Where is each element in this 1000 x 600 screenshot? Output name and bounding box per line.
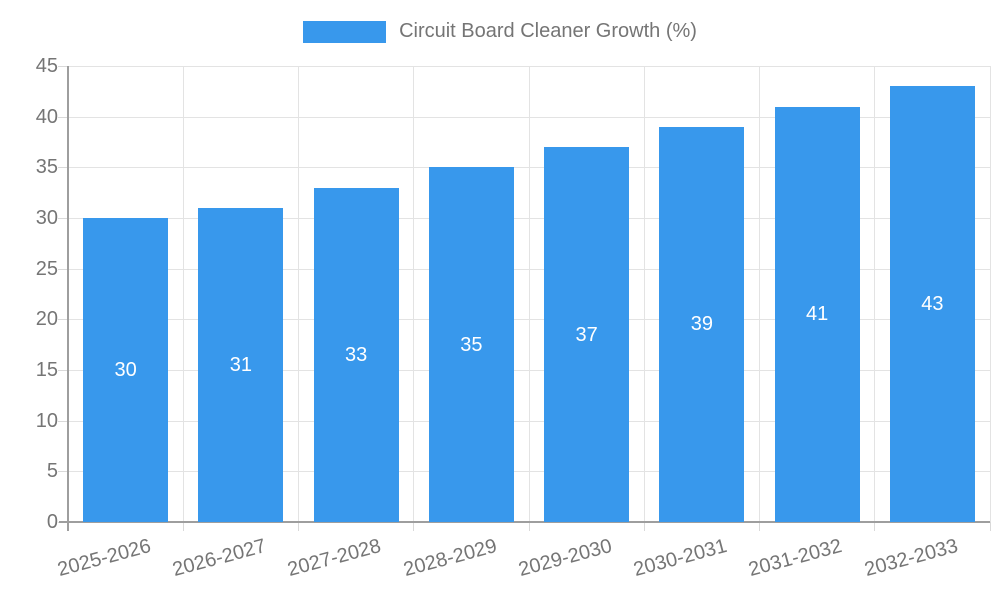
x-tick-label: 2026-2027 — [170, 535, 269, 582]
y-axis-tick — [58, 268, 68, 270]
gridline-vertical — [759, 66, 760, 522]
y-tick-label: 15 — [35, 359, 58, 381]
gridline-vertical — [182, 66, 184, 522]
bar-value-label: 41 — [806, 303, 829, 326]
x-axis-tick — [643, 522, 645, 531]
y-tick-label: 35 — [35, 156, 58, 179]
gridline-vertical — [298, 66, 299, 522]
y-axis-tick — [58, 319, 68, 321]
x-axis-tick — [528, 522, 530, 531]
x-tick-label: 2031-2032 — [746, 535, 845, 582]
x-axis-tick — [759, 522, 760, 531]
y-axis-tick — [58, 370, 68, 371]
y-tick-label: 45 — [35, 55, 58, 77]
y-tick-label: 20 — [35, 308, 58, 331]
y-tick-label: 10 — [35, 409, 58, 432]
gridline-vertical — [989, 66, 991, 522]
bar-value-label: 43 — [921, 293, 944, 316]
gridline-vertical — [413, 66, 415, 522]
y-tick-label: 5 — [46, 460, 58, 483]
bar-value-label: 33 — [345, 343, 368, 366]
x-axis-line — [59, 521, 990, 523]
x-axis-tick — [182, 522, 184, 531]
bar[interactable]: 41 — [774, 106, 860, 522]
y-tick-label: 30 — [35, 207, 58, 229]
x-axis-tick — [298, 522, 299, 531]
bar[interactable]: 33 — [313, 187, 399, 522]
x-tick-label: 2025-2026 — [55, 535, 154, 582]
y-tick-label: 25 — [35, 257, 58, 280]
y-axis-tick — [58, 471, 68, 473]
gridline-vertical — [643, 66, 645, 522]
bar[interactable]: 39 — [659, 126, 745, 522]
y-axis-tick — [58, 167, 68, 169]
y-tick-label: 40 — [35, 105, 58, 128]
x-axis-tick — [413, 522, 415, 531]
bar-value-label: 30 — [114, 359, 137, 381]
bar[interactable]: 31 — [198, 207, 284, 522]
legend-label: Circuit Board Cleaner Growth (%) — [399, 20, 697, 42]
gridline-vertical — [874, 66, 876, 522]
bar[interactable]: 43 — [889, 86, 975, 522]
bar-value-label: 35 — [460, 333, 483, 356]
x-tick-label: 2028-2029 — [400, 535, 500, 582]
y-axis-line — [67, 66, 69, 531]
y-axis-tick — [58, 218, 68, 219]
legend-swatch-icon — [303, 20, 387, 43]
y-axis-tick — [58, 420, 68, 422]
bar-value-label: 31 — [229, 353, 252, 376]
x-tick-label: 2029-2030 — [516, 535, 615, 582]
bar-value-label: 39 — [690, 313, 713, 336]
bar-value-label: 37 — [575, 323, 598, 346]
bar[interactable]: 30 — [83, 218, 169, 522]
bar[interactable]: 37 — [544, 147, 630, 522]
gridline-vertical — [528, 66, 530, 522]
y-tick-label: 0 — [46, 511, 58, 533]
x-tick-label: 2032-2033 — [861, 535, 961, 582]
x-tick-label: 2030-2031 — [631, 535, 730, 582]
x-axis-tick — [989, 522, 991, 531]
bar[interactable]: 35 — [428, 167, 514, 522]
x-axis-tick — [874, 522, 876, 531]
y-axis-tick — [58, 66, 68, 67]
x-tick-label: 2027-2028 — [285, 535, 384, 582]
y-axis-tick — [58, 116, 68, 118]
legend-item[interactable]: Circuit Board Cleaner Growth (%) — [0, 20, 1000, 43]
plot-area: 30 31 33 35 37 39 41 43 — [58, 66, 991, 531]
